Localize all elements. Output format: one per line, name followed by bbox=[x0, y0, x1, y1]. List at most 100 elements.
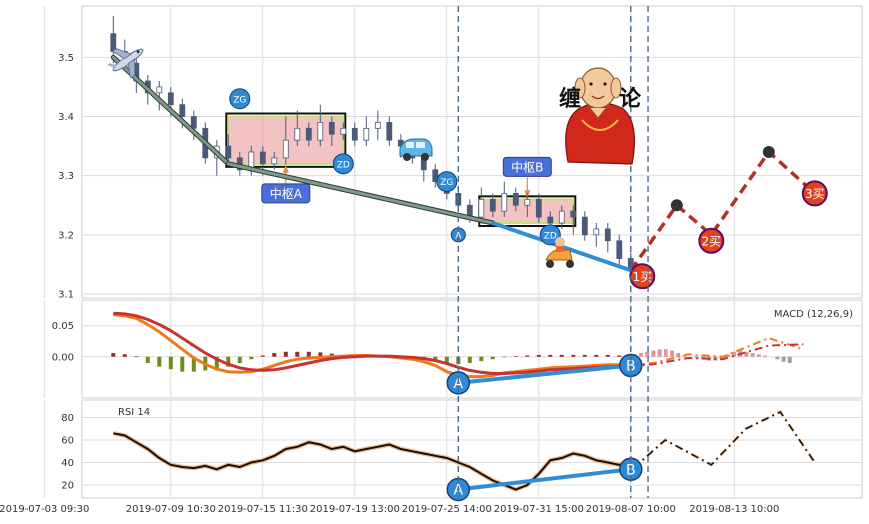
macd-label: MACD (12,26,9) bbox=[774, 309, 853, 320]
macd-forecast-bar bbox=[756, 354, 761, 357]
x-tick-label: 2019-07-31 15:00 bbox=[494, 504, 584, 515]
scooter-icon bbox=[545, 237, 574, 268]
candle-body bbox=[374, 122, 381, 129]
macd-forecast-bar bbox=[663, 349, 668, 357]
macd-forecast-bar bbox=[732, 351, 736, 357]
x-tick-label: 2019-08-07 10:00 bbox=[586, 504, 676, 515]
price-panel-frame bbox=[81, 5, 863, 299]
macd-histogram-bar bbox=[513, 356, 518, 357]
candle-body bbox=[317, 122, 324, 141]
candle-body bbox=[501, 193, 508, 212]
macd-histogram-bar bbox=[479, 356, 484, 362]
chan-theory-logo: 缠 论 bbox=[559, 67, 642, 165]
price-y-tick-label: 3.5 bbox=[58, 53, 74, 64]
macd-forecast-bar bbox=[787, 356, 792, 363]
macd-histogram-bar bbox=[594, 354, 599, 357]
macd-histogram-bar bbox=[168, 356, 173, 370]
candle-body bbox=[271, 157, 278, 165]
x-tick-label: 2019-07-09 10:30 bbox=[126, 504, 216, 515]
macd-histogram-bar bbox=[525, 355, 530, 357]
macd-divergence-line bbox=[458, 363, 632, 385]
macd-histogram-bar bbox=[582, 354, 587, 357]
macd-histogram-bar bbox=[318, 352, 323, 357]
rsi-divergence-line bbox=[458, 467, 632, 492]
macd-histogram-bar bbox=[306, 351, 311, 357]
macd-histogram-bar bbox=[272, 353, 277, 357]
marker-label: 2买 bbox=[701, 234, 721, 248]
candle-body bbox=[328, 122, 335, 135]
macd-dea-forecast bbox=[630, 343, 804, 368]
candle-body bbox=[524, 198, 531, 206]
rsi-label: RSI 14 bbox=[118, 407, 150, 418]
marker-circle bbox=[698, 227, 725, 254]
x-tick-label: 2019-07-19 13:00 bbox=[310, 504, 400, 515]
marker-circle bbox=[801, 180, 828, 207]
rsi-y-tick-label: 20 bbox=[61, 481, 74, 492]
price-y-tick-label: 3.4 bbox=[58, 112, 74, 123]
macd-histogram-bar bbox=[214, 356, 219, 370]
candle-body bbox=[478, 198, 485, 218]
macd-y-tick-label: 0.05 bbox=[52, 321, 74, 332]
candle-body bbox=[558, 210, 565, 224]
candle-body bbox=[616, 240, 623, 259]
forecast-node bbox=[762, 146, 775, 158]
macd-histogram-bar bbox=[157, 356, 162, 367]
macd-histogram-bar bbox=[502, 356, 507, 358]
rsi-line bbox=[113, 432, 631, 491]
macd-histogram-bar bbox=[444, 356, 449, 363]
zhongshu-label-box bbox=[502, 156, 552, 177]
macd-histogram-bar bbox=[605, 354, 610, 357]
marker-label: ZD bbox=[337, 160, 350, 170]
marker-label: ZG bbox=[233, 95, 246, 105]
macd-layer: AB bbox=[111, 311, 804, 395]
macd-histogram-bar bbox=[260, 355, 265, 357]
macd-forecast-bar bbox=[744, 351, 749, 357]
x-tick-label: 2019-07-25 14:00 bbox=[402, 504, 492, 515]
rsi-y-tick-label: 40 bbox=[61, 458, 74, 469]
macd-forecast-bar bbox=[645, 351, 650, 357]
macd-forecast-bar bbox=[670, 350, 674, 357]
axis-layer: 2019-07-03 09:30 2019-07-09 10:30 2019-07-… bbox=[0, 6, 779, 515]
x-tick-label: 2019-07-03 09:30 bbox=[0, 504, 89, 515]
marker-circle bbox=[539, 224, 561, 246]
logo-char-right: 论 bbox=[619, 86, 642, 112]
candle-body bbox=[156, 86, 163, 94]
candle-body bbox=[547, 216, 554, 224]
candle-body bbox=[294, 127, 301, 141]
candle-body bbox=[340, 127, 347, 135]
car-icon bbox=[399, 138, 433, 161]
marker-circle bbox=[332, 153, 354, 175]
macd-histogram-bar bbox=[559, 354, 564, 357]
marker-label: 3买 bbox=[805, 187, 825, 201]
macd-forecast-bar bbox=[651, 350, 656, 357]
candle-body bbox=[305, 127, 312, 141]
macd-histogram-bar bbox=[536, 354, 541, 357]
macd-histogram-bar bbox=[122, 354, 127, 357]
candle-body bbox=[259, 151, 266, 165]
macd-histogram-bar bbox=[249, 356, 254, 360]
price-y-tick-label: 3.3 bbox=[58, 171, 74, 182]
zhongshu-label-box bbox=[261, 183, 311, 204]
x-tick-label: 2019-08-13 10:00 bbox=[689, 504, 779, 515]
zhongshu-label: 中枢A bbox=[270, 186, 303, 201]
forecast-node bbox=[670, 199, 683, 212]
macd-histogram-bar bbox=[329, 353, 334, 357]
macd-forecast-bar bbox=[639, 353, 643, 357]
x-tick-label: 2019-07-15 11:30 bbox=[218, 504, 308, 515]
rsi-y-tick-label: 60 bbox=[61, 436, 74, 447]
macd-histogram-bar bbox=[548, 354, 553, 357]
macd-dea-line bbox=[113, 311, 631, 375]
airplane-icon bbox=[107, 48, 144, 79]
macd-forecast-bar bbox=[725, 354, 730, 357]
macd-histogram-bar bbox=[111, 353, 116, 357]
macd-histogram-bar bbox=[283, 351, 288, 357]
candle-body bbox=[351, 127, 358, 141]
macd-forecast-bar bbox=[750, 353, 755, 357]
rsi-forecast-line bbox=[630, 410, 816, 466]
candle-body bbox=[225, 145, 232, 159]
marker-circle bbox=[436, 171, 458, 193]
candle-body bbox=[604, 228, 611, 242]
candle-body bbox=[363, 127, 370, 141]
